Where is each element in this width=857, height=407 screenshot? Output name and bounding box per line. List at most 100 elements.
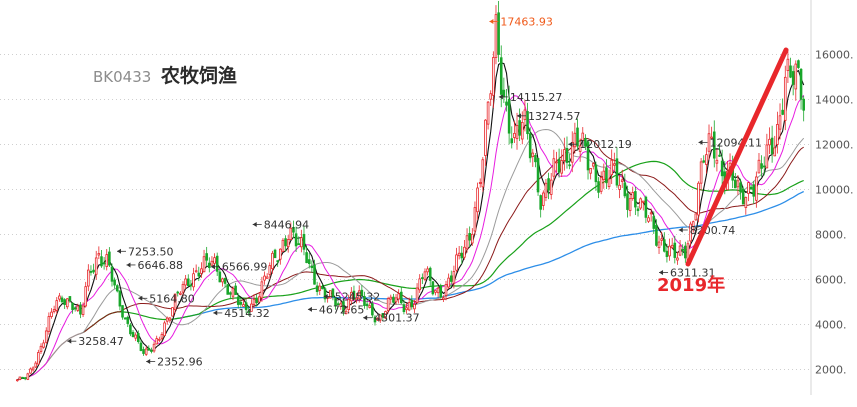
candle-body (510, 138, 514, 144)
annotation-arrowhead (146, 359, 151, 365)
candle-body (684, 245, 687, 259)
candle-body (681, 248, 684, 251)
candle-body (663, 239, 666, 252)
candle-body (384, 311, 387, 319)
candle-body (31, 367, 35, 371)
candle-body (252, 298, 256, 306)
candle-body (620, 179, 624, 182)
candle-body (542, 192, 545, 206)
y-tick-label: 12000. (815, 139, 854, 152)
candle-body (179, 292, 182, 295)
candle-body (250, 303, 253, 312)
candle-body (52, 309, 56, 313)
candle-body (584, 138, 587, 147)
candle-body (205, 253, 208, 261)
candle-body (507, 99, 511, 134)
annotation-arrowhead (138, 295, 143, 301)
candle-body (576, 127, 579, 147)
candle-body (747, 182, 750, 194)
candle-body (647, 217, 650, 222)
candle-body (279, 248, 282, 260)
candle-body (739, 182, 742, 193)
candle-body (449, 275, 453, 282)
candle-body (110, 266, 114, 282)
candle-body (347, 298, 350, 310)
annotation-arrowhead (678, 227, 683, 233)
candle-body (762, 165, 766, 168)
candle-body (84, 286, 87, 307)
candle-body (118, 290, 122, 307)
candle-body (42, 342, 45, 348)
annotation-arrowhead (213, 310, 218, 316)
candle-body (573, 132, 577, 148)
candle-body (189, 284, 193, 287)
candle-body (323, 288, 327, 300)
candle-body (718, 154, 721, 157)
candle-body (381, 313, 385, 318)
candle-body (44, 330, 48, 343)
candle-body (655, 224, 658, 246)
candle-body (639, 198, 642, 209)
candle-body (315, 285, 319, 293)
annotation-arrowhead (307, 306, 312, 312)
candle-body (129, 324, 132, 335)
candle-body (142, 349, 145, 354)
candle-body (158, 338, 161, 341)
candle-body (586, 141, 590, 171)
candle-body (131, 331, 135, 337)
candle-body (744, 197, 748, 208)
candle-body (444, 284, 448, 296)
candle-body (513, 132, 516, 138)
candle-body (457, 252, 461, 257)
candle-body (318, 285, 322, 291)
y-tick-label: 6000. (815, 274, 847, 287)
candle-body (289, 227, 293, 240)
candle-body (244, 302, 248, 311)
candle-body (213, 257, 216, 264)
candle-body (389, 296, 393, 300)
candle-body (644, 196, 648, 218)
candle-body (334, 298, 337, 307)
candle-body (752, 184, 756, 197)
candle-body (21, 376, 24, 379)
candle-body (92, 269, 95, 273)
candle-body (89, 271, 93, 273)
candle-body (436, 287, 440, 294)
candle-body (394, 297, 398, 303)
annotation-arrowhead (126, 262, 131, 268)
candle-body (386, 298, 390, 311)
candle-body (397, 293, 400, 300)
candle-body (352, 290, 356, 300)
candle-body (60, 297, 64, 303)
candle-body (242, 304, 245, 307)
candle-body (76, 305, 80, 311)
candle-body (55, 300, 59, 311)
candle-body (400, 291, 403, 304)
ma-gray-line (30, 128, 805, 377)
candle-body (355, 297, 358, 301)
candle-body (236, 296, 240, 305)
candle-body (560, 160, 564, 174)
annotation-label: 6311.31 (670, 266, 716, 279)
candle-body (534, 155, 537, 163)
candle-body (197, 272, 201, 277)
candle-body (378, 314, 382, 321)
candle-body (239, 301, 243, 305)
candle-body (526, 111, 529, 135)
candle-body (168, 317, 172, 321)
candle-body (402, 304, 406, 312)
candle-body (520, 122, 524, 140)
annotation-arrowhead (116, 248, 121, 254)
candle-body (218, 271, 222, 283)
candle-body (699, 161, 703, 184)
annotation-label: 12094.11 (709, 136, 762, 149)
candle-body (192, 273, 195, 288)
candle-body (171, 307, 174, 317)
candle-body (255, 298, 258, 303)
candle-body (657, 241, 661, 249)
candle-body (97, 253, 101, 256)
candle-body (87, 269, 90, 287)
candle-body (165, 317, 169, 322)
candle-body (194, 270, 198, 273)
candle-body (163, 322, 166, 337)
